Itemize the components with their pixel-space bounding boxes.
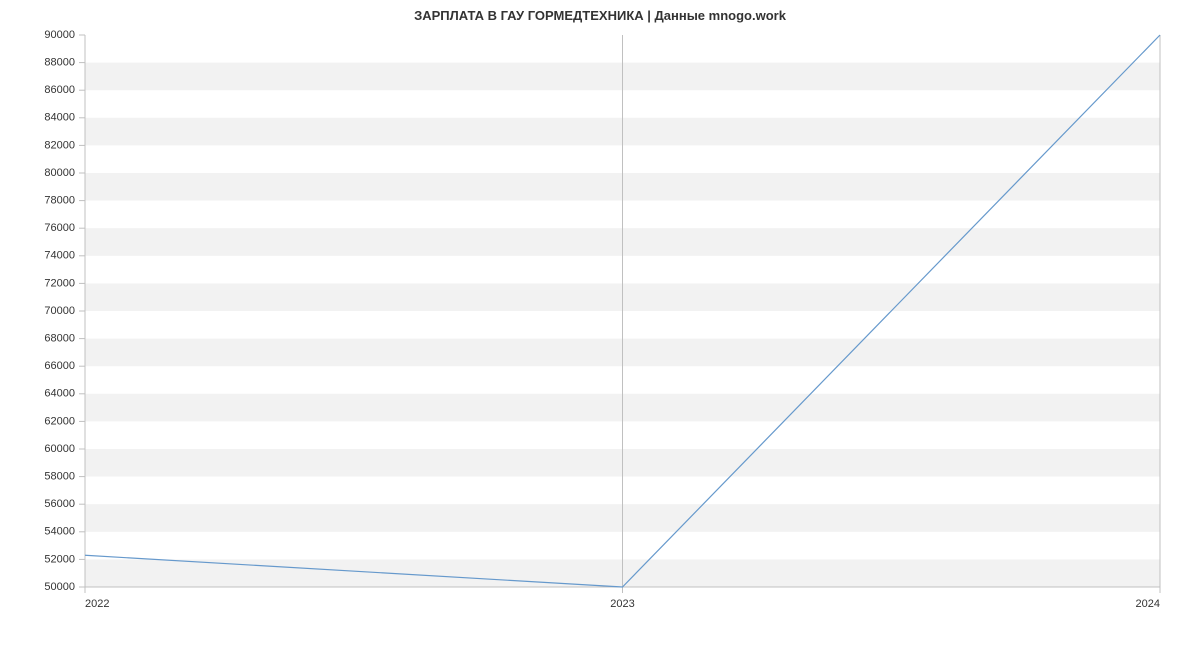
x-tick-label: 2024 xyxy=(1136,598,1160,610)
y-tick-label: 84000 xyxy=(44,112,75,124)
y-tick-label: 64000 xyxy=(44,388,75,400)
x-tick-label: 2022 xyxy=(85,598,109,610)
y-tick-label: 86000 xyxy=(44,84,75,96)
y-tick-label: 76000 xyxy=(44,222,75,234)
chart-title: ЗАРПЛАТА В ГАУ ГОРМЕДТЕХНИКА | Данные mn… xyxy=(0,0,1200,23)
y-tick-label: 80000 xyxy=(44,167,75,179)
y-tick-label: 74000 xyxy=(44,250,75,262)
y-tick-label: 82000 xyxy=(44,139,75,151)
line-chart-svg: 50000 52000 54000 56000 58000 60000 62000 64000… xyxy=(0,23,1200,645)
y-tick-label: 90000 xyxy=(44,29,75,41)
y-tick-label: 70000 xyxy=(44,305,75,317)
y-tick-label: 72000 xyxy=(44,277,75,289)
y-tick-label: 78000 xyxy=(44,195,75,207)
y-tick-label: 88000 xyxy=(44,57,75,69)
y-tick-label: 58000 xyxy=(44,471,75,483)
y-tick-label: 50000 xyxy=(44,581,75,593)
y-tick-label: 62000 xyxy=(44,415,75,427)
chart-container: 50000 52000 54000 56000 58000 60000 62000 64000… xyxy=(0,23,1200,645)
x-tick-label: 2023 xyxy=(610,598,634,610)
y-tick-label: 66000 xyxy=(44,360,75,372)
y-tick-label: 68000 xyxy=(44,333,75,345)
y-tick-label: 56000 xyxy=(44,498,75,510)
y-tick-label: 60000 xyxy=(44,443,75,455)
y-tick-label: 52000 xyxy=(44,553,75,565)
y-tick-label: 54000 xyxy=(44,526,75,538)
